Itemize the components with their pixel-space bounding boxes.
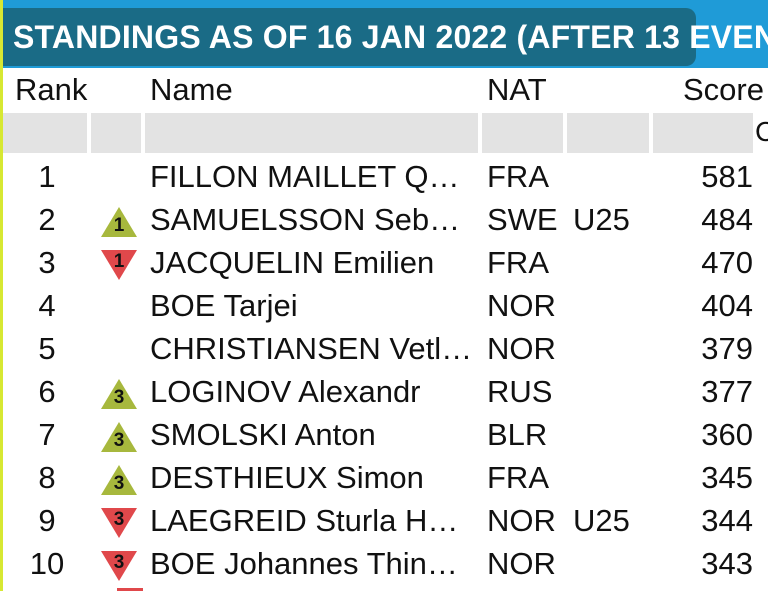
nation-cell: NOR (487, 331, 556, 366)
subheader-cutoff-text: C (755, 116, 768, 147)
column-header-rank[interactable]: Rank (15, 72, 88, 107)
rank-cell: 10 (29, 546, 65, 581)
athlete-name-cell: SMOLSKI Anton (150, 417, 376, 452)
subheader-cell-score (653, 113, 753, 153)
rank-cell: 6 (38, 374, 56, 409)
athlete-name-cell: SAMUELSSON Sebastian (150, 202, 475, 237)
nation-cell: NOR (487, 288, 556, 323)
column-header-nat[interactable]: NAT (487, 72, 547, 107)
athlete-name-cell: BOE Tarjei (150, 288, 298, 323)
rank-cell: 7 (38, 417, 56, 452)
rank-up-icon: 3 (100, 421, 138, 453)
age-category-cell: U25 (573, 202, 630, 237)
subheader-cell-nat (482, 113, 563, 153)
rank-down-icon: 1 (100, 249, 138, 281)
score-cell: 470 (701, 245, 753, 280)
subheader-cell-rank (3, 113, 87, 153)
table-row[interactable]: 4 BOE Tarjei NOR 404 (3, 286, 768, 329)
rank-down-icon: 3 (100, 550, 138, 582)
score-cell: 484 (701, 202, 753, 237)
rank-up-icon: 3 (100, 378, 138, 410)
score-cell: 404 (701, 288, 753, 323)
score-cell: 377 (701, 374, 753, 409)
table-row[interactable]: 5 CHRISTIANSEN Vetle S… NOR 379 (3, 329, 768, 372)
athlete-name-cell: DESTHIEUX Simon (150, 460, 424, 495)
score-cell: 360 (701, 417, 753, 452)
score-cell: 343 (701, 546, 753, 581)
nation-cell: BLR (487, 417, 548, 452)
athlete-name-cell: FILLON MAILLET Quentin (150, 159, 475, 194)
nation-cell: RUS (487, 374, 553, 409)
rank-change-value: 3 (113, 473, 125, 494)
table-row[interactable]: 7 3 SMOLSKI Anton BLR 360 (3, 415, 768, 458)
table-row[interactable]: 3 1 JACQUELIN Emilien FRA 470 (3, 243, 768, 286)
nation-cell: FRA (487, 245, 549, 280)
score-cell: 344 (701, 503, 753, 538)
rank-cell: 5 (38, 331, 56, 366)
athlete-name-cell: JACQUELIN Emilien (150, 245, 435, 280)
table-row[interactable]: 9 3 LAEGREID Sturla Holm NOR U25 344 (3, 501, 768, 544)
subheader-cell-change (91, 113, 141, 153)
nation-cell: SWE (487, 202, 558, 237)
table-row[interactable]: 6 3 LOGINOV Alexandr RUS 377 (3, 372, 768, 415)
athlete-name-cell: LOGINOV Alexandr (150, 374, 421, 409)
rank-cell: 2 (38, 202, 56, 237)
table-row[interactable]: 8 3 DESTHIEUX Simon FRA 345 (3, 458, 768, 501)
table-row[interactable]: 10 3 BOE Johannes Thingnes NOR 343 (3, 544, 768, 587)
subheader-cell-name (145, 113, 478, 153)
standings-title: STANDINGS AS OF 16 JAN 2022 (AFTER 13 EV… (13, 18, 768, 55)
nation-cell: NOR (487, 503, 556, 538)
age-category-cell: U25 (573, 503, 630, 538)
rank-change-value: 3 (113, 552, 125, 573)
standings-panel: STANDINGS AS OF 16 JAN 2022 (AFTER 13 EV… (3, 0, 768, 591)
rank-change-value: 3 (113, 387, 125, 408)
athlete-name-cell: CHRISTIANSEN Vetle S… (150, 331, 475, 366)
nation-cell: FRA (487, 159, 549, 194)
athlete-name-cell: BOE Johannes Thingnes (150, 546, 475, 581)
rank-change-value: 3 (113, 430, 125, 451)
score-cell: 345 (701, 460, 753, 495)
next-row-indicator (117, 588, 143, 591)
score-cell: 379 (701, 331, 753, 366)
column-header-score[interactable]: Score (683, 72, 764, 107)
rank-cell: 9 (38, 503, 56, 538)
rank-up-icon: 3 (100, 464, 138, 496)
rank-down-icon: 3 (100, 507, 138, 539)
column-header-name[interactable]: Name (150, 72, 233, 107)
subheader-cell-age (567, 113, 649, 153)
rank-cell: 3 (38, 245, 56, 280)
rank-cell: 1 (38, 159, 56, 194)
nation-cell: FRA (487, 460, 549, 495)
table-row[interactable]: 1 FILLON MAILLET Quentin FRA 581 (3, 157, 768, 200)
athlete-name-cell: LAEGREID Sturla Holm (150, 503, 475, 538)
rank-change-value: 1 (113, 251, 125, 272)
title-bar: STANDINGS AS OF 16 JAN 2022 (AFTER 13 EV… (3, 8, 768, 66)
rank-change-value: 3 (113, 509, 125, 530)
nation-cell: NOR (487, 546, 556, 581)
table-header: Rank Name NAT Score (3, 68, 768, 113)
table-subheader: C (3, 113, 768, 153)
rank-cell: 4 (38, 288, 56, 323)
rank-change-value: 1 (113, 215, 125, 236)
score-cell: 581 (701, 159, 753, 194)
rank-cell: 8 (38, 460, 56, 495)
rank-up-icon: 1 (100, 206, 138, 238)
table-row[interactable]: 2 1 SAMUELSSON Sebastian SWE U25 484 (3, 200, 768, 243)
